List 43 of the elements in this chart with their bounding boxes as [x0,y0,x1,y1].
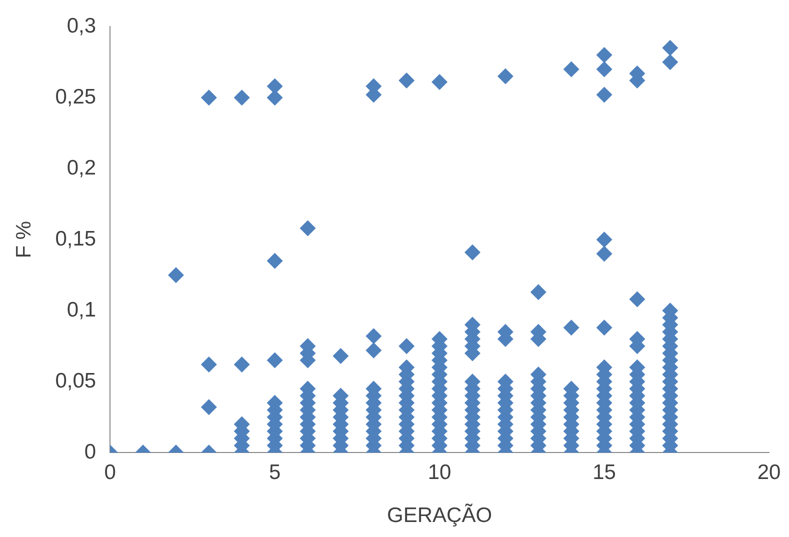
point [300,220,316,236]
point [464,244,480,260]
point [662,54,678,70]
point [662,40,678,56]
point [398,72,415,89]
point [596,232,612,248]
point [168,267,184,284]
point [266,252,283,269]
point [234,356,250,373]
y-tick-label: 0,2 [66,156,96,180]
x-tick-label: 0 [104,460,116,484]
x-tick-label: 15 [592,460,616,484]
y-axis-title: F % [12,220,36,258]
point [332,348,349,364]
point [266,352,283,368]
point [530,284,546,300]
point [200,356,217,373]
y-tick-label: 0,25 [55,85,96,108]
point [432,74,448,90]
point [596,246,612,262]
point [497,68,514,84]
x-tick-label: 10 [428,460,452,484]
x-tick-label: 20 [757,460,781,484]
y-tick-label: 0,1 [66,298,96,322]
point [398,338,415,354]
y-tick-label: 0,3 [66,14,96,38]
point [200,90,217,106]
point [366,342,382,358]
point [563,320,580,336]
point [234,90,250,106]
x-tick-label: 5 [268,460,281,484]
point [629,291,646,308]
point [596,47,612,63]
point [366,328,382,344]
point [596,86,612,103]
point [596,61,612,78]
x-axis-title: GERAÇÃO [387,503,492,528]
point [596,320,612,336]
y-tick-label: 0 [84,440,96,464]
y-tick-label: 0,15 [55,227,96,250]
point [200,399,217,416]
y-tick-label: 0,05 [55,369,96,392]
point [563,61,580,78]
